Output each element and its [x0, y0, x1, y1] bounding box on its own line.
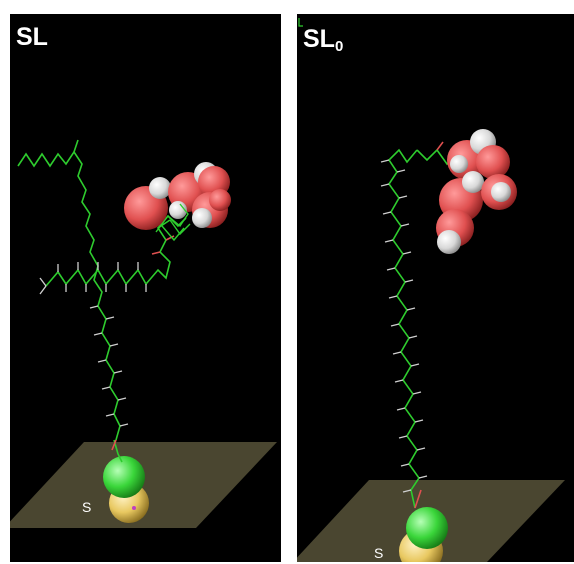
green-atom: [103, 456, 145, 498]
panel-title: SL0: [303, 25, 344, 55]
oxygen-bonds: [111, 235, 175, 451]
carbon-chain-upper: [45, 214, 187, 287]
water-cluster: [436, 129, 517, 254]
water-cluster: [124, 162, 231, 230]
hydrogen-bonds: [380, 159, 428, 493]
panel-title: SL: [16, 23, 48, 51]
sulfur-label: S: [374, 545, 384, 561]
molecule-render-sl0: [297, 18, 565, 562]
panel-sl: SL S: [10, 14, 281, 562]
atom-marker: [132, 506, 136, 510]
carbon-chain: [17, 139, 123, 463]
green-atom: [406, 507, 448, 549]
oxygen-bonds: [414, 141, 444, 509]
substrate-plane: [10, 442, 277, 528]
panel-sl0: SL0 S: [297, 14, 574, 562]
sulfur-label: S: [82, 499, 92, 515]
hydrogen-bonds: [39, 262, 147, 427]
corner-marker: [298, 18, 303, 27]
head-group: [155, 203, 191, 242]
molecule-render-sl: [10, 139, 277, 528]
